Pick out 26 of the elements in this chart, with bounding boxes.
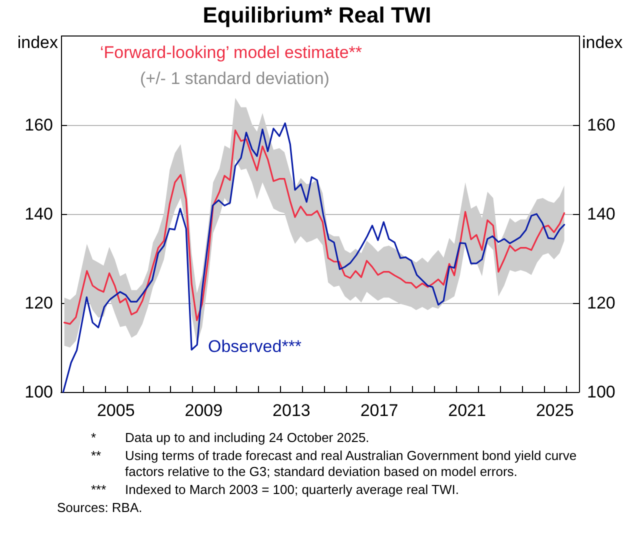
y-tick-label: 140 [24, 204, 53, 224]
y2-tick-label: 120 [587, 294, 616, 312]
x-tick-label: 2009 [184, 401, 223, 420]
x-tick-label: 2005 [96, 401, 135, 420]
y-tick-label: 100 [24, 382, 53, 402]
x-tick-label: 2017 [360, 401, 398, 420]
text: *** Indexed to March 2003 = 100; quarterly average real TWI. [91, 482, 459, 497]
y2-tick-label: 100 [587, 382, 616, 402]
y2-tick-label: 140 [587, 204, 616, 224]
chart-title: Equilibrium* Real TWI [202, 2, 432, 28]
x-tick-label: 2025 [536, 401, 574, 420]
line-series [63, 130, 566, 325]
x-tick-label: 2013 [272, 401, 310, 420]
text: ‘Forward-looking’ model estimate** [100, 43, 362, 62]
x-tick-label: 2021 [448, 401, 486, 420]
annotation: (+/- 1 standard deviation) [140, 69, 330, 88]
y-tick-label: 160 [24, 116, 53, 134]
y-tick-label: 120 [24, 294, 53, 312]
series-label: Observed*** [208, 337, 302, 356]
text: * Data up to and including 24 October 2025. [91, 430, 370, 445]
text: ** Using terms of trade forecast and real Australian Government bond yield curve factors relative to the G3; standard deviation based on model errors. [91, 448, 577, 479]
y2-axis-title: index [582, 33, 624, 52]
y-axis-title: index [17, 33, 58, 52]
line-series [62, 122, 566, 393]
source-note: Sources: RBA. [57, 500, 144, 516]
y2-tick-label: 160 [587, 116, 616, 134]
